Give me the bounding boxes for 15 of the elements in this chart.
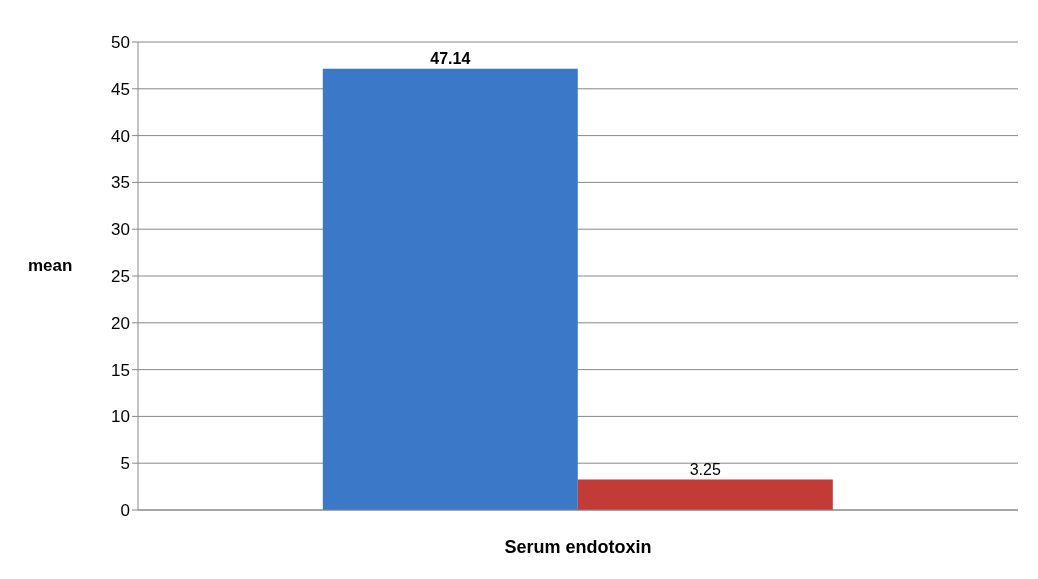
y-tick-label: 10: [111, 407, 130, 427]
data-label: 3.25: [689, 460, 721, 478]
x-tick-label: Serum endotoxin: [504, 536, 652, 557]
y-tick-label: 20: [111, 313, 130, 333]
y-tick-label: 45: [111, 79, 130, 99]
y-tick-label: 15: [111, 360, 130, 380]
y-tick-label: 0: [120, 501, 130, 521]
y-tick-label: 50: [111, 33, 130, 53]
y-axis-title: mean: [28, 256, 73, 276]
y-tick-label: 40: [111, 126, 130, 146]
y-tick-label: 30: [111, 220, 130, 240]
y-tick-label: 25: [111, 267, 130, 287]
y-tick-label: 5: [120, 454, 130, 474]
y-tick-label: 35: [111, 173, 130, 193]
data-label: 47.14: [430, 49, 471, 67]
